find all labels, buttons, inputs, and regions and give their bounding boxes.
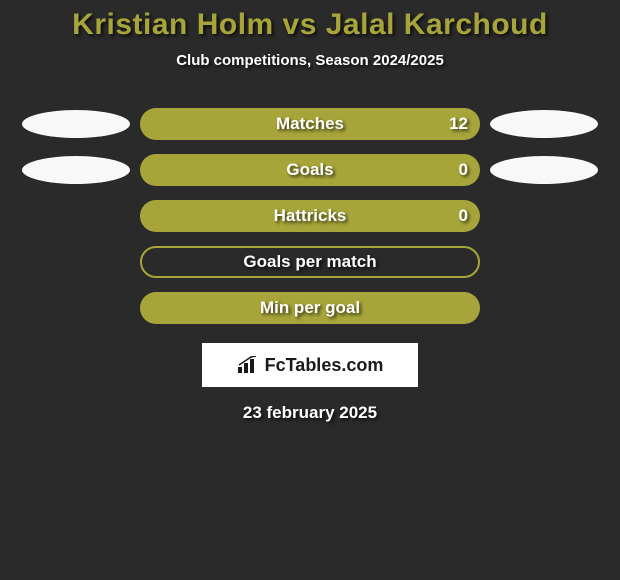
comparison-row: Matches 12 — [0, 101, 620, 147]
comparison-card: Kristian Holm vs Jalal Karchoud Club com… — [0, 0, 620, 423]
subtitle: Club competitions, Season 2024/2025 — [0, 52, 620, 69]
player-left-oval — [22, 156, 130, 184]
fctables-logo: FcTables.com — [202, 343, 418, 387]
player-right-oval — [490, 156, 598, 184]
stat-pill: Min per goal — [140, 292, 480, 324]
player-right-oval — [490, 110, 598, 138]
stat-label: Hattricks — [274, 206, 347, 226]
comparison-row: Hattricks 0 — [0, 193, 620, 239]
stat-label: Goals per match — [243, 252, 376, 272]
comparison-row: Min per goal — [0, 285, 620, 331]
footer-date: 23 february 2025 — [0, 403, 620, 423]
comparison-chart: Matches 12 Goals 0 Hattricks 0 Goals per match… — [0, 101, 620, 331]
stat-value: 0 — [459, 206, 468, 226]
stat-label: Matches — [276, 114, 344, 134]
stat-pill: Matches 12 — [140, 108, 480, 140]
bar-chart-icon — [237, 356, 259, 374]
player-left-oval — [22, 110, 130, 138]
stat-pill: Hattricks 0 — [140, 200, 480, 232]
stat-value: 12 — [449, 114, 468, 134]
stat-label: Goals — [286, 160, 333, 180]
comparison-row: Goals per match — [0, 239, 620, 285]
stat-pill: Goals 0 — [140, 154, 480, 186]
comparison-row: Goals 0 — [0, 147, 620, 193]
stat-label: Min per goal — [260, 298, 360, 318]
logo-text: FcTables.com — [265, 355, 384, 376]
page-title: Kristian Holm vs Jalal Karchoud — [0, 8, 620, 42]
stat-value: 0 — [459, 160, 468, 180]
stat-pill: Goals per match — [140, 246, 480, 278]
